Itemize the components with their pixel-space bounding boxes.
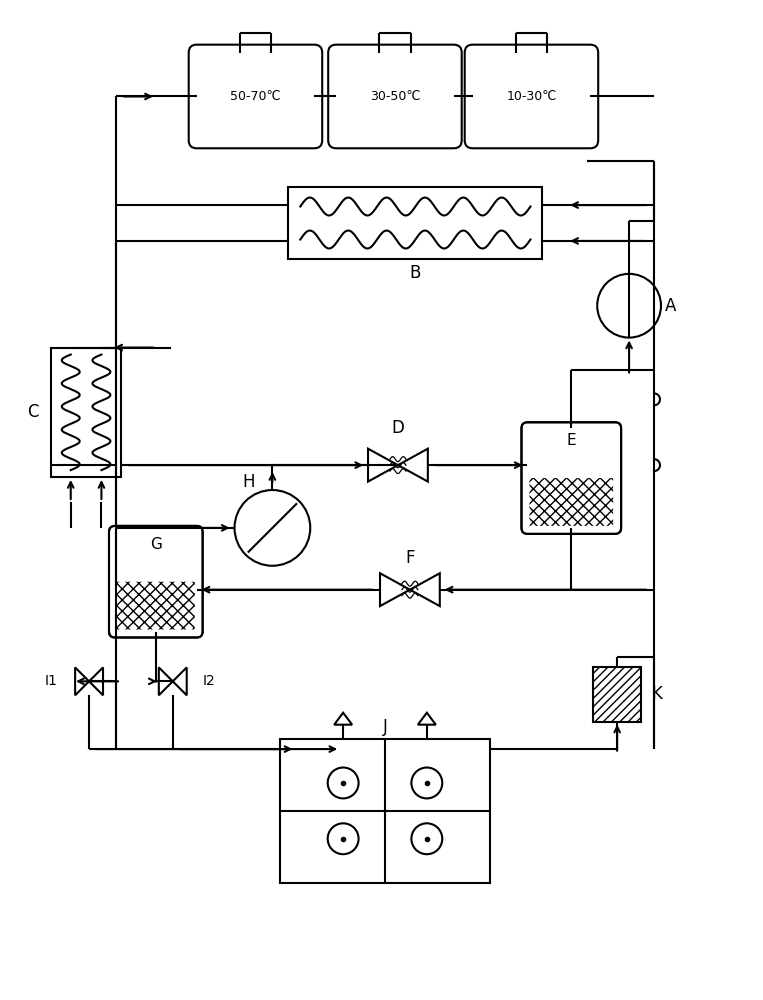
FancyBboxPatch shape — [328, 45, 462, 148]
FancyBboxPatch shape — [109, 526, 203, 637]
Text: G: G — [150, 537, 162, 552]
Text: J: J — [382, 718, 388, 736]
Bar — [288, 187, 542, 259]
Text: 30-50℃: 30-50℃ — [370, 90, 420, 103]
FancyBboxPatch shape — [117, 582, 195, 630]
Text: I1: I1 — [45, 674, 58, 688]
Text: H: H — [242, 473, 255, 491]
Text: 50-70℃: 50-70℃ — [230, 90, 281, 103]
Text: E: E — [566, 433, 576, 448]
Bar — [280, 739, 490, 883]
Text: D: D — [391, 419, 404, 437]
FancyBboxPatch shape — [521, 422, 621, 534]
Text: I2: I2 — [202, 674, 215, 688]
Text: A: A — [665, 297, 677, 315]
Bar — [593, 667, 641, 722]
Text: C: C — [27, 403, 39, 421]
Text: F: F — [405, 549, 414, 567]
FancyBboxPatch shape — [188, 45, 322, 148]
Text: B: B — [409, 264, 420, 282]
Text: 10-30℃: 10-30℃ — [507, 90, 556, 103]
FancyBboxPatch shape — [530, 478, 613, 526]
Text: K: K — [652, 685, 662, 703]
Bar — [51, 348, 121, 477]
FancyBboxPatch shape — [465, 45, 598, 148]
